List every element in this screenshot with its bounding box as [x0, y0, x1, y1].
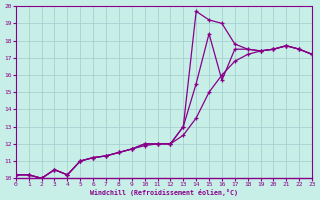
X-axis label: Windchill (Refroidissement éolien,°C): Windchill (Refroidissement éolien,°C)	[90, 189, 238, 196]
